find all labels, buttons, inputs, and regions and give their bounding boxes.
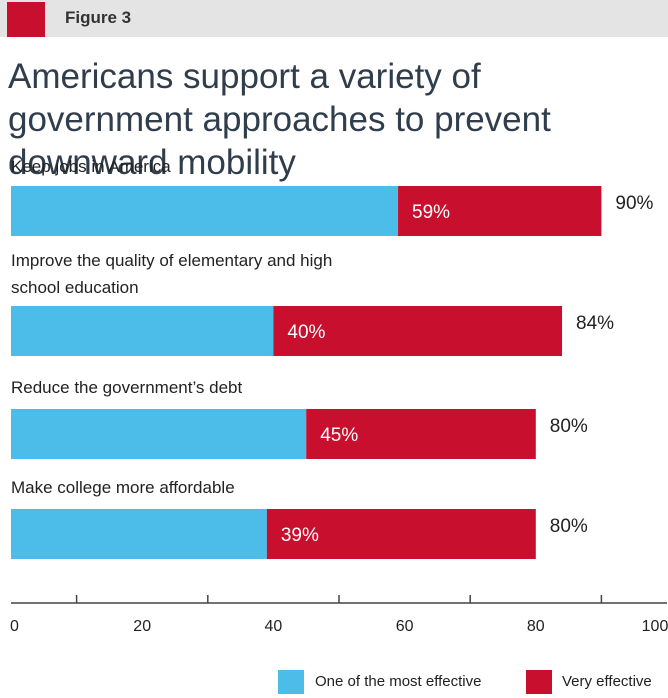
- legend-swatch-series-2: [526, 670, 552, 694]
- legend: One of the most effective Very effective: [0, 670, 668, 694]
- x-tick-label: 0: [10, 618, 19, 635]
- legend-swatch-series-1: [278, 670, 304, 694]
- segment-value-label: 59%: [412, 202, 450, 223]
- segment-value-label: 40%: [287, 322, 325, 343]
- segment-value-label: 39%: [281, 525, 319, 546]
- x-tick-label: 40: [265, 618, 283, 635]
- category-label: school education: [11, 278, 139, 297]
- total-value-label: 84%: [576, 313, 614, 334]
- legend-label-series-2: Very effective: [562, 673, 652, 690]
- x-tick-label: 100: [642, 618, 668, 635]
- total-value-label: 80%: [550, 516, 588, 537]
- category-label: Improve the quality of elementary and hi…: [11, 251, 332, 270]
- x-tick-label: 80: [527, 618, 545, 635]
- bar-very-effective: [273, 306, 563, 356]
- category-label: Make college more affordable: [11, 478, 235, 497]
- bar-very-effective: [266, 509, 536, 559]
- total-value-label: 80%: [550, 416, 588, 437]
- chart-title: Americans support a variety of governmen…: [8, 57, 551, 182]
- total-value-label: 90%: [615, 193, 653, 214]
- category-label: Reduce the government’s debt: [11, 378, 243, 397]
- figure-label: Figure 3: [65, 8, 132, 27]
- bar-most-effective: [11, 186, 399, 236]
- bar-very-effective: [398, 186, 602, 236]
- x-tick-label: 20: [133, 618, 151, 635]
- bar-most-effective: [11, 509, 267, 559]
- figure-color-block: [7, 2, 45, 37]
- bar-most-effective: [11, 306, 274, 356]
- bar-most-effective: [11, 409, 307, 459]
- legend-label-series-1: One of the most effective: [315, 673, 482, 690]
- figure-header-bar: Figure 3: [0, 0, 668, 37]
- segment-value-label: 45%: [320, 425, 358, 446]
- bar-very-effective: [306, 409, 536, 459]
- x-tick-label: 60: [396, 618, 414, 635]
- category-label: Keep jobs in America: [11, 157, 171, 176]
